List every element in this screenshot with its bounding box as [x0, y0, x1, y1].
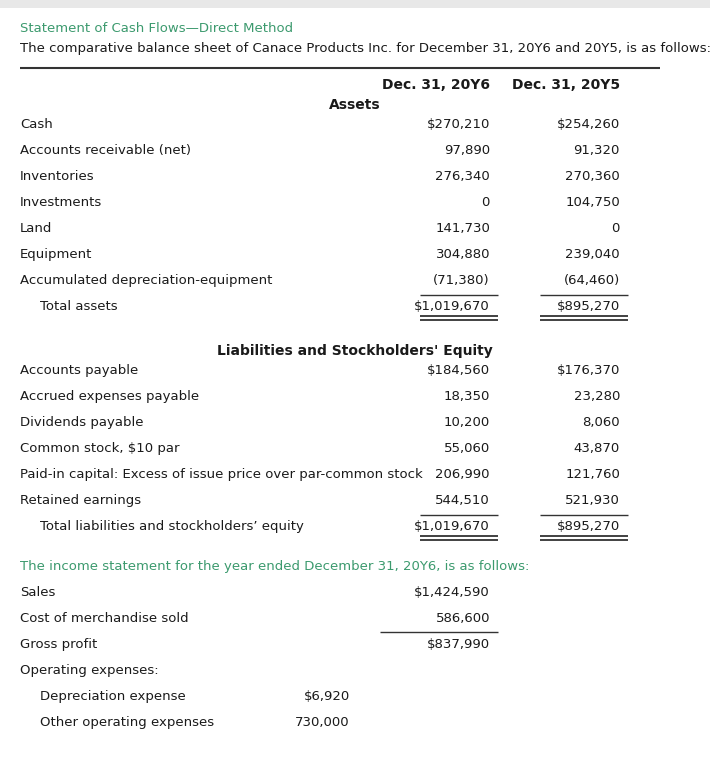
Text: Gross profit: Gross profit — [20, 638, 97, 651]
Text: 586,600: 586,600 — [435, 612, 490, 625]
Text: $895,270: $895,270 — [557, 300, 620, 313]
Text: 97,890: 97,890 — [444, 144, 490, 157]
Text: (71,380): (71,380) — [433, 274, 490, 287]
Text: 43,870: 43,870 — [574, 442, 620, 455]
Text: 239,040: 239,040 — [565, 248, 620, 261]
Text: $1,019,670: $1,019,670 — [414, 520, 490, 533]
Text: $837,990: $837,990 — [427, 638, 490, 651]
Text: Land: Land — [20, 222, 53, 235]
Text: Dec. 31, 20Y6: Dec. 31, 20Y6 — [382, 78, 490, 92]
Text: Cost of merchandise sold: Cost of merchandise sold — [20, 612, 189, 625]
Text: $254,260: $254,260 — [557, 118, 620, 131]
Text: Accumulated depreciation-equipment: Accumulated depreciation-equipment — [20, 274, 273, 287]
Text: 10,200: 10,200 — [444, 416, 490, 429]
Text: 206,990: 206,990 — [435, 468, 490, 481]
Text: Dec. 31, 20Y5: Dec. 31, 20Y5 — [512, 78, 620, 92]
Text: Statement of Cash Flows—Direct Method: Statement of Cash Flows—Direct Method — [20, 22, 293, 35]
Text: Accounts payable: Accounts payable — [20, 364, 138, 377]
Text: Investments: Investments — [20, 196, 102, 209]
Text: 270,360: 270,360 — [565, 170, 620, 183]
Text: 141,730: 141,730 — [435, 222, 490, 235]
Text: 0: 0 — [611, 222, 620, 235]
Text: 304,880: 304,880 — [435, 248, 490, 261]
Text: $6,920: $6,920 — [304, 690, 350, 703]
Text: $895,270: $895,270 — [557, 520, 620, 533]
Text: Retained earnings: Retained earnings — [20, 494, 141, 507]
Text: Assets: Assets — [329, 98, 381, 112]
Text: Accrued expenses payable: Accrued expenses payable — [20, 390, 199, 403]
Text: Accounts receivable (net): Accounts receivable (net) — [20, 144, 191, 157]
Text: Paid-in capital: Excess of issue price over par-common stock: Paid-in capital: Excess of issue price o… — [20, 468, 422, 481]
Text: Inventories: Inventories — [20, 170, 94, 183]
Text: 104,750: 104,750 — [565, 196, 620, 209]
Text: 55,060: 55,060 — [444, 442, 490, 455]
Text: Common stock, $10 par: Common stock, $10 par — [20, 442, 180, 455]
Text: $270,210: $270,210 — [427, 118, 490, 131]
Text: 276,340: 276,340 — [435, 170, 490, 183]
Text: Sales: Sales — [20, 586, 55, 599]
Text: The income statement for the year ended December 31, 20Y6, is as follows:: The income statement for the year ended … — [20, 560, 530, 573]
Text: Liabilities and Stockholders' Equity: Liabilities and Stockholders' Equity — [217, 344, 493, 358]
Text: 23,280: 23,280 — [574, 390, 620, 403]
Text: Depreciation expense: Depreciation expense — [40, 690, 186, 703]
Text: 18,350: 18,350 — [444, 390, 490, 403]
Text: $1,019,670: $1,019,670 — [414, 300, 490, 313]
Text: $176,370: $176,370 — [557, 364, 620, 377]
Text: $1,424,590: $1,424,590 — [414, 586, 490, 599]
Text: Dividends payable: Dividends payable — [20, 416, 143, 429]
Text: Cash: Cash — [20, 118, 53, 131]
Text: The comparative balance sheet of Canace Products Inc. for December 31, 20Y6 and : The comparative balance sheet of Canace … — [20, 42, 710, 55]
Text: 121,760: 121,760 — [565, 468, 620, 481]
Text: 730,000: 730,000 — [295, 716, 350, 729]
Text: 0: 0 — [481, 196, 490, 209]
Text: Total liabilities and stockholders’ equity: Total liabilities and stockholders’ equi… — [40, 520, 304, 533]
Text: 8,060: 8,060 — [582, 416, 620, 429]
Text: 544,510: 544,510 — [435, 494, 490, 507]
Text: Total assets: Total assets — [40, 300, 118, 313]
Text: 521,930: 521,930 — [565, 494, 620, 507]
Text: (64,460): (64,460) — [564, 274, 620, 287]
Text: $184,560: $184,560 — [427, 364, 490, 377]
Text: Operating expenses:: Operating expenses: — [20, 664, 158, 677]
Text: 91,320: 91,320 — [574, 144, 620, 157]
Text: Equipment: Equipment — [20, 248, 92, 261]
Text: Other operating expenses: Other operating expenses — [40, 716, 214, 729]
Bar — [0, 0, 710, 8]
